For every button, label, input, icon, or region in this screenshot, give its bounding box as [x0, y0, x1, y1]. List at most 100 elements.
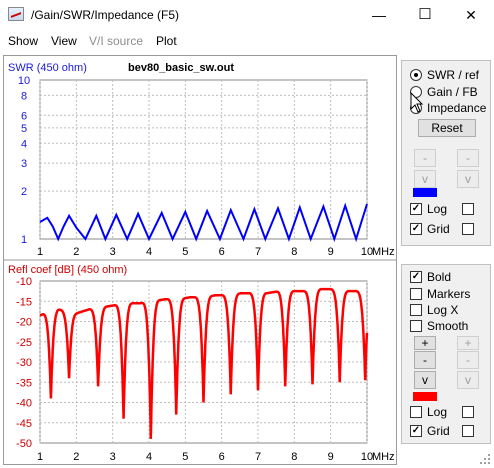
swr-x-unit: MHz — [372, 246, 395, 258]
refl-x-tick-label: 5 — [182, 451, 188, 463]
smooth-label: Smooth — [427, 319, 469, 333]
plot-area: SWR (450 ohm) bev80_basic_sw.out 10 8 6 5 4 3… — [3, 55, 397, 465]
mouse-cursor-icon — [410, 92, 424, 113]
refl-x-tick-label: 6 — [219, 451, 225, 463]
refl-x-tick-label: 2 — [73, 451, 79, 463]
refl-x-unit: MHz — [372, 451, 395, 463]
refl-y-tick-label: -20 — [16, 317, 32, 329]
refl-y-tick-label: -30 — [16, 357, 32, 369]
resize-grip-icon[interactable] — [478, 452, 492, 466]
bottom-log-right-checkbox[interactable] — [462, 406, 474, 418]
bottom-control-panel: ✓ Bold Markers Log X Smooth + + - - v v … — [401, 264, 491, 444]
swr-x-tick-label: 5 — [182, 246, 188, 258]
swr-x-tick-label: 7 — [255, 246, 261, 258]
top-right-down-button[interactable]: v — [457, 170, 479, 188]
swr-color-swatch[interactable] — [413, 188, 437, 197]
swr-y-tick-label: 5 — [21, 123, 27, 135]
swr-x-tick-label: 8 — [291, 246, 297, 258]
title-bar: /Gain/SWR/Impedance (F5) — ☐ ✕ — [0, 0, 494, 30]
radio-swr[interactable]: SWR / ref — [410, 67, 479, 83]
refl-y-ticks: -10 -15 -20 -25 -30 -35 -40 -45 -50 — [16, 276, 32, 450]
smooth-checkbox[interactable]: Smooth — [410, 318, 468, 334]
refl-color-swatch[interactable] — [413, 392, 437, 401]
menu-view[interactable]: View — [51, 34, 77, 48]
chart-icon — [8, 7, 24, 21]
swr-x-tick-label: 10 — [361, 246, 373, 258]
bottom-grid-label: Grid — [427, 424, 450, 438]
swr-grid — [39, 80, 368, 239]
smooth-check-indicator[interactable] — [410, 320, 422, 332]
swr-axis-label: SWR (450 ohm) — [8, 62, 87, 74]
menu-show[interactable]: Show — [8, 34, 39, 48]
refl-x-ticks: 1 2 3 4 5 6 7 8 9 10 — [37, 451, 373, 463]
bottom-log-check-indicator[interactable] — [410, 406, 422, 418]
swr-y-tick-label: 6 — [21, 110, 27, 122]
top-log-label: Log — [427, 202, 448, 216]
swr-x-tick-label: 4 — [146, 246, 152, 258]
refl-y-tick-label: -35 — [16, 377, 32, 389]
bold-label: Bold — [427, 270, 452, 284]
bottom-grid-check-indicator[interactable]: ✓ — [410, 425, 422, 437]
radio-swr-label: SWR / ref — [427, 68, 480, 82]
top-log-right-checkbox[interactable] — [462, 203, 474, 215]
refl-y-tick-label: -25 — [16, 337, 32, 349]
refl-y-tick-label: -15 — [16, 296, 32, 308]
radio-swr-indicator[interactable] — [410, 69, 422, 81]
refl-x-tick-label: 10 — [361, 451, 373, 463]
top-log-check-indicator[interactable]: ✓ — [410, 203, 422, 215]
swr-x-tick-label: 3 — [110, 246, 116, 258]
swr-y-tick-label: 10 — [18, 75, 30, 87]
bottom-log-label: Log — [427, 405, 448, 419]
swr-y-tick-label: 8 — [21, 90, 27, 102]
top-left-up-button[interactable]: - — [414, 149, 436, 167]
bottom-left-plus-button[interactable]: + — [414, 336, 436, 350]
bold-check-indicator[interactable]: ✓ — [410, 271, 422, 283]
swr-x-ticks: 1 2 3 4 5 6 7 8 9 10 — [37, 246, 373, 258]
window-title: /Gain/SWR/Impedance (F5) — [31, 8, 180, 22]
markers-checkbox[interactable]: Markers — [410, 286, 470, 302]
swr-y-tick-label: 1 — [21, 234, 27, 246]
bottom-grid-checkbox[interactable]: ✓ Grid — [410, 423, 450, 439]
menu-vi-source[interactable]: V/I source — [89, 34, 144, 48]
refl-x-tick-label: 9 — [328, 451, 334, 463]
refl-axis-label: Refl coef [dB] (450 ohm) — [8, 264, 127, 276]
refl-x-tick-label: 4 — [146, 451, 152, 463]
top-grid-check-indicator[interactable]: ✓ — [410, 223, 422, 235]
top-grid-label: Grid — [427, 222, 450, 236]
refl-x-tick-label: 3 — [110, 451, 116, 463]
bold-checkbox[interactable]: ✓ Bold — [410, 269, 451, 285]
bottom-right-down-button[interactable]: v — [457, 371, 479, 389]
reset-button[interactable]: Reset — [418, 119, 476, 137]
menu-bar: Show View V/I source Plot — [0, 31, 494, 51]
close-button[interactable]: ✕ — [465, 7, 477, 23]
bottom-right-minus-button[interactable]: - — [457, 351, 479, 369]
bottom-left-minus-button[interactable]: - — [414, 351, 436, 369]
bottom-log-checkbox[interactable]: Log — [410, 404, 447, 420]
markers-check-indicator[interactable] — [410, 288, 422, 300]
radio-gain-label: Gain / FB — [427, 85, 478, 99]
markers-label: Markers — [427, 287, 471, 301]
menu-plot[interactable]: Plot — [156, 34, 177, 48]
top-grid-checkbox[interactable]: ✓ Grid — [410, 221, 450, 237]
top-left-down-button[interactable]: v — [414, 170, 436, 188]
refl-chart: Refl coef [dB] (450 ohm) -10 -15 -20 -25 -30… — [8, 264, 395, 463]
swr-plot-frame — [39, 79, 368, 240]
refl-x-tick-label: 7 — [255, 451, 261, 463]
logx-label: Log X — [427, 303, 459, 317]
bottom-right-plus-button[interactable]: + — [457, 336, 479, 350]
swr-x-tick-label: 2 — [73, 246, 79, 258]
plots-svg: SWR (450 ohm) bev80_basic_sw.out 1086543… — [4, 62, 396, 463]
maximize-button[interactable]: ☐ — [418, 6, 432, 23]
minimize-button[interactable]: — — [372, 7, 386, 23]
logx-checkbox[interactable]: Log X — [410, 302, 458, 318]
refl-series-line — [39, 287, 369, 439]
bottom-grid-right-checkbox[interactable] — [462, 425, 474, 437]
top-log-checkbox[interactable]: ✓ Log — [410, 201, 447, 217]
bottom-left-down-button[interactable]: v — [414, 371, 436, 389]
logx-check-indicator[interactable] — [410, 304, 422, 316]
swr-y-tick-label: 2 — [21, 186, 27, 198]
refl-y-tick-label: -10 — [16, 276, 32, 288]
top-right-up-button[interactable]: - — [457, 149, 479, 167]
refl-y-tick-label: -45 — [16, 418, 32, 430]
top-grid-right-checkbox[interactable] — [462, 223, 474, 235]
